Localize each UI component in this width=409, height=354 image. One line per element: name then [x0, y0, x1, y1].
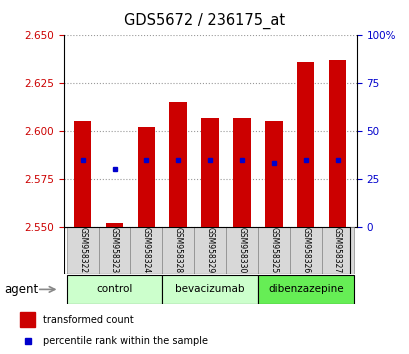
Text: GSM958324: GSM958324	[142, 227, 151, 274]
Bar	[233, 118, 250, 227]
Bar	[257, 275, 353, 304]
Bar	[20, 312, 35, 327]
Bar	[98, 227, 130, 274]
Text: transformed count: transformed count	[43, 315, 133, 325]
Text: GSM958325: GSM958325	[269, 227, 278, 274]
Bar	[74, 121, 91, 227]
Bar	[67, 275, 162, 304]
Bar	[265, 121, 282, 227]
Text: bevacizumab: bevacizumab	[175, 284, 244, 295]
Bar	[321, 227, 353, 274]
Bar	[169, 102, 187, 227]
Text: agent: agent	[4, 283, 38, 296]
Text: GSM958322: GSM958322	[78, 227, 87, 274]
Bar	[194, 227, 225, 274]
Text: GSM958327: GSM958327	[332, 227, 341, 274]
Text: GDS5672 / 236175_at: GDS5672 / 236175_at	[124, 12, 285, 29]
Bar	[137, 127, 155, 227]
Text: GSM958330: GSM958330	[237, 227, 246, 274]
Bar	[67, 227, 98, 274]
Bar	[296, 62, 314, 227]
Text: percentile rank within the sample: percentile rank within the sample	[43, 336, 207, 346]
Text: GSM958328: GSM958328	[173, 227, 182, 274]
Text: GSM958329: GSM958329	[205, 227, 214, 274]
Bar	[130, 227, 162, 274]
Bar	[225, 227, 257, 274]
Bar	[162, 227, 194, 274]
Bar	[201, 118, 218, 227]
Text: dibenzazepine: dibenzazepine	[267, 284, 343, 295]
Bar	[289, 227, 321, 274]
Text: GSM958326: GSM958326	[301, 227, 310, 274]
Bar	[328, 60, 346, 227]
Bar	[106, 223, 123, 227]
Bar	[162, 275, 257, 304]
Bar	[257, 227, 289, 274]
Text: GSM958323: GSM958323	[110, 227, 119, 274]
Text: control: control	[96, 284, 133, 295]
